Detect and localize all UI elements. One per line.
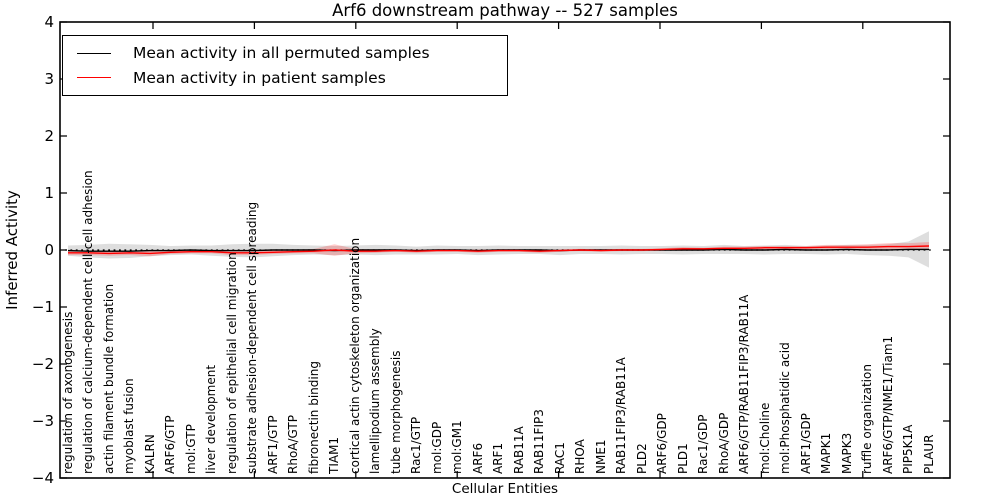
x-category-label: tube morphogenesis [388,350,403,474]
y-tick-label: −3 [31,412,54,430]
x-category-label: myoblast fusion [122,378,136,474]
legend-label-patient: Mean activity in patient samples [133,68,386,87]
x-category-label: PIP5K1A [901,424,915,474]
x-category-label: mol:GDP [429,421,444,474]
legend-label-permuted: Mean activity in all permuted samples [133,44,430,63]
y-tick-label: −2 [31,355,54,373]
legend: Mean activity in all permuted samples Me… [62,35,508,96]
x-category-label: ARF6/GTP/NME1/Tiam1 [880,335,895,474]
x-category-label: cortical actin cytoskeleton organization [347,237,362,474]
y-tick-label: −4 [31,469,54,487]
x-category-label: PLAUR [921,434,936,474]
x-category-label: RhoA/GTP [286,415,300,474]
patient-activity-range-band [68,242,929,257]
x-category-label: ruffle organization [860,364,874,474]
x-category-label: ARF6/GTP [163,415,177,474]
x-category-label: mol:Choline [757,402,772,474]
x-category-label: liver development [204,364,218,474]
y-tick-label: 2 [44,127,54,145]
x-category-label: Rac1/GDP [696,414,710,474]
x-category-label: ARF6/GTP/RAB11FIP3/RAB11A [737,294,751,474]
x-category-label: PLD2 [634,443,649,474]
x-category-label: regulation of calcium-dependent cell-cel… [81,170,95,474]
y-tick-label: −1 [31,298,54,316]
x-category-label: regulation of axonogenesis [60,311,75,474]
x-category-label: MAPK3 [839,432,854,474]
x-category-label: fibronectin binding [306,361,321,474]
x-category-label: substrate adhesion-dependent cell spread… [245,201,259,474]
y-tick-label: 4 [44,13,54,31]
x-category-label: PLD1 [675,443,690,474]
x-category-label: MAPK1 [819,432,833,474]
x-category-label: KALRN [142,434,157,474]
x-category-label: mol:GTP [183,424,198,474]
x-category-label: RAB11FIP3 [532,409,546,474]
x-category-label: RHOA [573,439,587,474]
chart-title: Arf6 downstream pathway -- 527 samples [332,1,678,20]
x-category-label: mol:GM1 [450,420,464,474]
legend-line-permuted-swatch [77,52,111,54]
legend-item-patient: Mean activity in patient samples [77,69,507,87]
x-category-label: ARF6/GDP [655,413,669,474]
x-category-label: Rac1/GTP [409,416,423,474]
legend-line-patient-swatch [77,77,111,79]
x-category-label: mol:Phosphatidic acid [778,342,792,474]
x-axis-label: Cellular Entities [451,481,559,497]
x-category-label: ARF1/GDP [798,413,813,474]
x-category-label: lamellipodium assembly [368,328,382,474]
x-category-label: regulation of epithelial cell migration [224,252,239,474]
patient-mean-line [68,245,930,255]
x-category-label: RAB11FIP3/RAB11A [614,357,628,474]
legend-item-permuted: Mean activity in all permuted samples [77,44,507,62]
y-tick-label: 3 [44,70,54,88]
x-category-label: ARF6 [470,442,485,474]
x-category-label: TIAM1 [327,436,341,474]
x-category-label: NME1 [593,439,608,474]
y-tick-label: 1 [44,184,54,202]
x-category-label: actin filament bundle formation [101,283,116,474]
x-category-label: RAB11A [511,426,526,474]
x-category-label: ARF1 [491,442,505,474]
x-category-label: RAC1 [552,442,567,474]
x-category-label: ARF1/GTP [265,415,280,474]
y-tick-label: 0 [44,241,54,259]
x-category-label: RhoA/GDP [716,412,731,474]
